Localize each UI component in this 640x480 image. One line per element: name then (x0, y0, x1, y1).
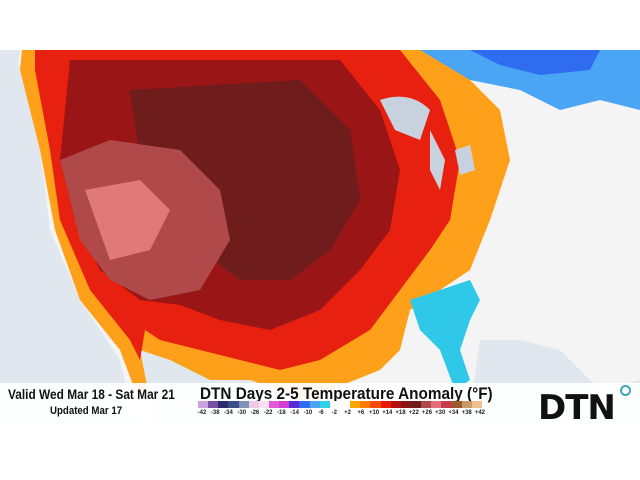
color-scale-tick: +30 (435, 410, 446, 416)
color-scale-tick: +6 (357, 410, 365, 416)
color-scale-ticks: -42 -38 -34 -30 -26 -22 -18 -14 -10 -6 -2 +2 +6 +10 +1… (196, 410, 486, 416)
color-scale-swatch (208, 401, 219, 408)
color-scale-swatch (431, 401, 442, 408)
color-scale-swatch (198, 401, 209, 408)
color-scale-swatch (441, 401, 452, 408)
valid-dates: Valid Wed Mar 18 - Sat Mar 21 (8, 387, 175, 402)
color-scale-swatch (360, 401, 371, 408)
color-scale-tick: -26 (250, 410, 260, 416)
map-title: DTN Days 2-5 Temperature Anomaly (°F) (200, 384, 493, 403)
color-scale-swatch (309, 401, 320, 408)
color-scale-swatch (319, 401, 330, 408)
color-scale-swatch (350, 401, 361, 408)
color-scale-swatch (471, 401, 482, 408)
color-scale-tick: +14 (382, 410, 393, 416)
color-scale-swatch (268, 401, 280, 408)
great-lakes (380, 96, 475, 190)
color-scale-swatch (390, 401, 401, 408)
color-scale-tick: -10 (303, 410, 313, 416)
color-scale-tick: +38 (461, 410, 472, 416)
color-scale-tick: -38 (210, 410, 220, 416)
color-scale-tick: +34 (448, 410, 459, 416)
dtn-logo: DTN (538, 388, 616, 428)
color-scale-tick: +26 (421, 410, 433, 416)
color-scale-swatch (258, 401, 269, 408)
color-scale-swatch (410, 401, 422, 408)
temperature-anomaly-map (0, 50, 640, 426)
color-scale-swatch (370, 401, 381, 408)
dtn-logo-dot (620, 385, 631, 396)
color-scale-swatch (461, 401, 472, 408)
color-scale-tick: +2 (344, 410, 351, 416)
anomaly-cold-dark-blue (470, 50, 600, 75)
color-scale-swatch (421, 401, 432, 408)
color-scale-swatch (248, 401, 259, 408)
color-scale-swatch (238, 401, 249, 408)
color-scale-swatch (218, 401, 229, 408)
color-scale-tick: +18 (395, 410, 406, 416)
color-scale-tick: -6 (318, 410, 324, 416)
anomaly-cold-cyan (410, 280, 480, 390)
color-scale-tick: +10 (368, 410, 380, 416)
updated-date: Updated Mar 17 (50, 405, 123, 417)
color-scale-swatch (279, 401, 290, 408)
color-scale-swatch (299, 401, 310, 408)
color-scale-swatch (289, 401, 300, 408)
color-scale-tick: -14 (290, 410, 299, 416)
color-scale-swatch (228, 401, 239, 408)
anomaly-light-pink (85, 180, 170, 260)
color-scale-tick: -2 (331, 410, 338, 416)
color-scale-swatch (380, 401, 391, 408)
color-scale-swatch (400, 401, 411, 408)
color-scale-swatch (339, 401, 351, 408)
color-scale-tick: -42 (197, 410, 207, 416)
color-scale-bar (198, 401, 482, 408)
legend-footer: Valid Wed Mar 18 - Sat Mar 21 Updated Ma… (0, 383, 640, 428)
color-scale-swatch (329, 401, 340, 408)
color-scale-tick: -30 (237, 410, 247, 416)
color-scale-swatch (451, 401, 462, 408)
color-scale-tick: -22 (263, 410, 273, 416)
color-scale-tick: -34 (224, 410, 233, 416)
color-scale-tick: +22 (408, 410, 419, 416)
color-scale-tick: +42 (474, 410, 486, 416)
color-scale-tick: -18 (277, 410, 286, 416)
